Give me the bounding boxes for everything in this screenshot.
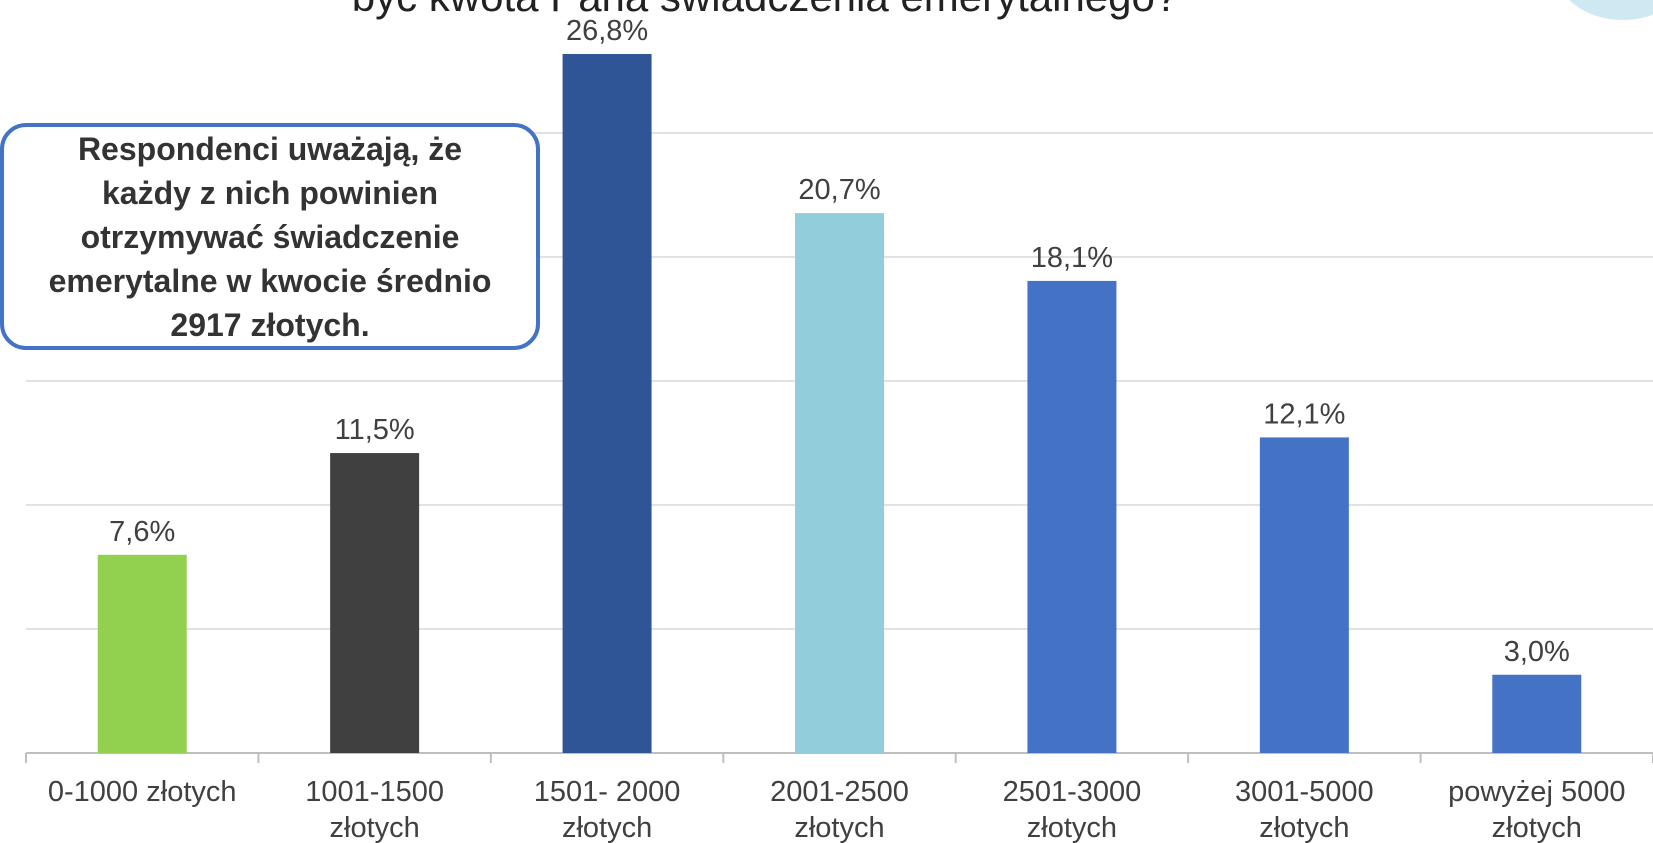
x-tick-label: powyżej 5000 [1448, 776, 1625, 808]
x-tick-label: złotych [1259, 812, 1349, 843]
x-tick-label: złotych [330, 812, 420, 843]
callout-box: Respondenci uważają, że każdy z nich pow… [0, 123, 540, 350]
callout-line: 2917 złotych. [170, 306, 370, 343]
callout-text: Respondenci uważają, że każdy z nich pow… [43, 127, 498, 347]
x-tick-label: 1001-1500 [305, 776, 444, 808]
data-label: 18,1% [1031, 242, 1113, 274]
bar [1259, 437, 1349, 753]
x-tick-label: złotych [1027, 812, 1117, 843]
bar [97, 554, 187, 753]
x-tick-label: 2001-2500 [770, 776, 909, 808]
bar [1027, 280, 1117, 753]
x-tick-label: 0-1000 złotych [48, 776, 237, 808]
data-label: 12,1% [1263, 398, 1345, 430]
callout-line: otrzymywać świadczenie [80, 218, 460, 255]
callout-line: emerytalne w kwocie średnio [48, 262, 492, 299]
bar [795, 213, 884, 753]
data-label: 3,0% [1504, 636, 1570, 668]
x-tick-label: złotych [562, 812, 652, 843]
callout-line: każdy z nich powinien [101, 174, 439, 211]
bar [1492, 674, 1582, 753]
bar [330, 453, 420, 753]
x-tick-label: 3001-5000 [1235, 776, 1374, 808]
x-tick-label: złotych [794, 812, 884, 843]
data-label: 26,8% [566, 15, 648, 47]
data-label: 11,5% [335, 414, 415, 446]
x-tick-label: złotych [1492, 812, 1582, 843]
bar [562, 54, 652, 753]
chart-title: być kwota Pana świadczenia emerytalnego? [140, 0, 1390, 21]
x-tick-label: 2501-3000 [1003, 776, 1142, 808]
data-label: 20,7% [798, 174, 880, 206]
callout-line: Respondenci uważają, że [77, 130, 463, 167]
x-tick-label: 1501- 2000 [534, 776, 681, 808]
data-label: 7,6% [109, 516, 175, 548]
